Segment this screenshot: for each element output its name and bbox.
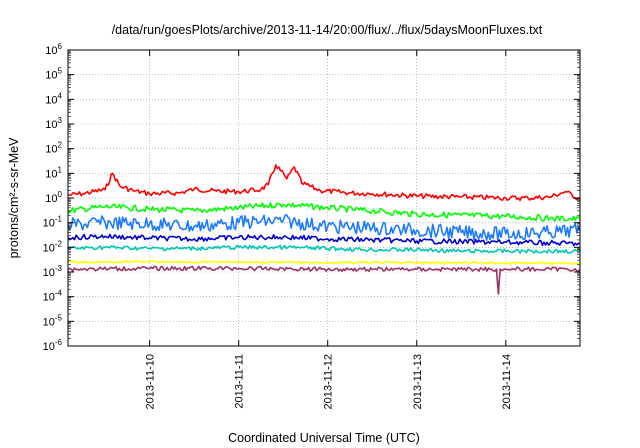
y-tick-label: 10-6 (43, 338, 63, 353)
y-tick-exponent: -1 (55, 215, 63, 224)
y-tick-exponent: 2 (58, 141, 63, 150)
y-tick-label: 10-4 (43, 289, 63, 304)
series-line-6 (67, 260, 581, 265)
series-line-4 (67, 233, 581, 247)
y-axis-label: protons/cm²-s-sr-MeV (7, 137, 21, 259)
y-tick-label: 10-3 (43, 264, 63, 279)
y-tick-base: 10 (45, 144, 57, 156)
chart-title: /data/run/goesPlots/archive/2013-11-14/2… (112, 23, 543, 37)
x-tick-label: 2013-11-12 (323, 354, 335, 409)
y-tick-base: 10 (43, 292, 55, 304)
x-axis-label: Coordinated Universal Time (UTC) (228, 431, 420, 445)
y-tick-exponent: 3 (58, 116, 63, 125)
x-tick-label: 2013-11-13 (412, 354, 424, 409)
y-tick-label: 103 (45, 116, 62, 131)
y-tick-label: 10-5 (43, 313, 63, 328)
y-tick-exponent: -2 (55, 239, 63, 248)
y-tick-base: 10 (45, 45, 57, 57)
y-tick-exponent: -3 (55, 264, 63, 273)
x-tick-label: 2013-11-10 (145, 354, 157, 409)
y-tick-base: 10 (43, 242, 55, 254)
y-tick-base: 10 (45, 70, 57, 82)
x-tick-label: 2013-11-11 (234, 354, 246, 409)
y-tick-label: 100 (45, 190, 62, 205)
y-tick-exponent: 6 (58, 42, 63, 51)
y-tick-label: 104 (45, 91, 62, 106)
y-tick-exponent: -5 (55, 313, 63, 322)
y-tick-exponent: 5 (58, 67, 63, 76)
y-tick-label: 102 (45, 141, 62, 156)
y-tick-base: 10 (43, 341, 55, 353)
y-tick-label: 106 (45, 42, 62, 57)
series-line-3 (67, 213, 581, 241)
x-tick-label: 2013-11-14 (501, 354, 513, 409)
y-tick-exponent: 1 (58, 165, 63, 174)
y-tick-base: 10 (45, 193, 57, 205)
y-tick-base: 10 (43, 267, 55, 279)
y-tick-base: 10 (45, 168, 57, 180)
series-line-7 (67, 265, 581, 295)
y-tick-exponent: 0 (58, 190, 63, 199)
series-line-1 (67, 164, 581, 202)
y-tick-exponent: 4 (58, 91, 63, 100)
y-tick-base: 10 (43, 316, 55, 328)
y-tick-label: 10-1 (43, 215, 63, 230)
y-tick-exponent: -6 (55, 338, 63, 347)
y-tick-base: 10 (45, 94, 57, 106)
y-tick-exponent: -4 (55, 289, 63, 298)
series-line-2 (67, 202, 581, 222)
y-tick-label: 101 (45, 165, 62, 180)
y-tick-base: 10 (43, 218, 55, 230)
axes: 10-610-510-410-310-210-11001011021031041… (43, 42, 580, 409)
series-layer (67, 164, 581, 295)
y-tick-label: 105 (45, 67, 62, 82)
y-tick-base: 10 (45, 119, 57, 131)
y-tick-label: 10-2 (43, 239, 63, 254)
series-line-5 (67, 244, 581, 254)
